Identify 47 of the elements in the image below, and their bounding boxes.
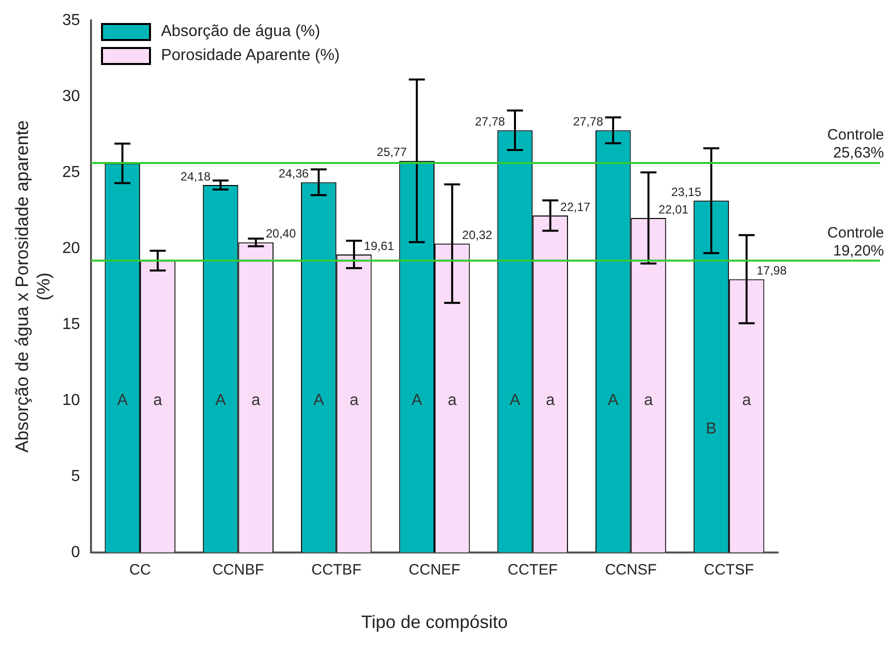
data-label: 23,15 [671,184,702,199]
y-tick-label: 35 [62,12,80,30]
x-tick-label: CCTBF [311,562,362,579]
y-axis-title: Absorção de água x Porosidade aparente (%) [12,120,54,453]
annotation: A [510,392,521,409]
annotation: a [251,392,260,409]
annotation: A [117,392,128,409]
data-label: 27,78 [474,114,506,129]
legend-label: Absorção de água (%) [160,22,320,41]
annotation: A [411,392,422,409]
ref-line-label: Controle 19,20% [827,224,884,260]
annotation: a [546,392,555,409]
x-tick-label: CCTSF [704,562,754,579]
x-tick-label: CCNEF [408,562,460,579]
x-tick-label: CC [129,562,152,579]
y-tick-label: 5 [71,468,80,485]
x-tick-label: CCNBF [212,562,264,579]
data-label: 19,61 [364,238,394,253]
annotation: B [706,420,717,438]
annotation: A [313,392,324,409]
y-tick-label: 15 [62,316,80,333]
annotation: a [448,392,457,409]
data-label: 17,98 [756,264,787,278]
annotation: A [608,392,619,409]
annotation: A [215,392,226,409]
y-tick-label: 0 [71,544,80,561]
legend-label: Porosidade Aparente (%) [160,46,340,65]
ref-line-label: Controle 25,63% [827,126,884,162]
data-label: 24,36 [278,166,310,181]
x-tick-label: CCNSF [604,562,657,579]
data-label: 27,78 [573,114,604,129]
annotation: a [350,392,359,409]
annotation: a [644,392,653,409]
data-label: 20,40 [266,226,296,241]
y-tick-label: 20 [62,240,80,257]
data-label: 20,32 [462,228,493,242]
data-label: 22,01 [658,202,689,216]
data-label: 22,17 [560,200,591,214]
y-tick-label: 25 [62,164,80,181]
y-tick-label: 30 [62,88,80,105]
x-axis-title: Tipo de compósito [361,612,508,632]
annotation: a [742,392,752,409]
y-tick-label: 10 [62,392,80,409]
data-label: 24,18 [180,169,211,184]
data-label: 25,77 [376,145,408,160]
annotation: a [153,392,162,409]
x-tick-label: CCTEF [508,562,558,579]
